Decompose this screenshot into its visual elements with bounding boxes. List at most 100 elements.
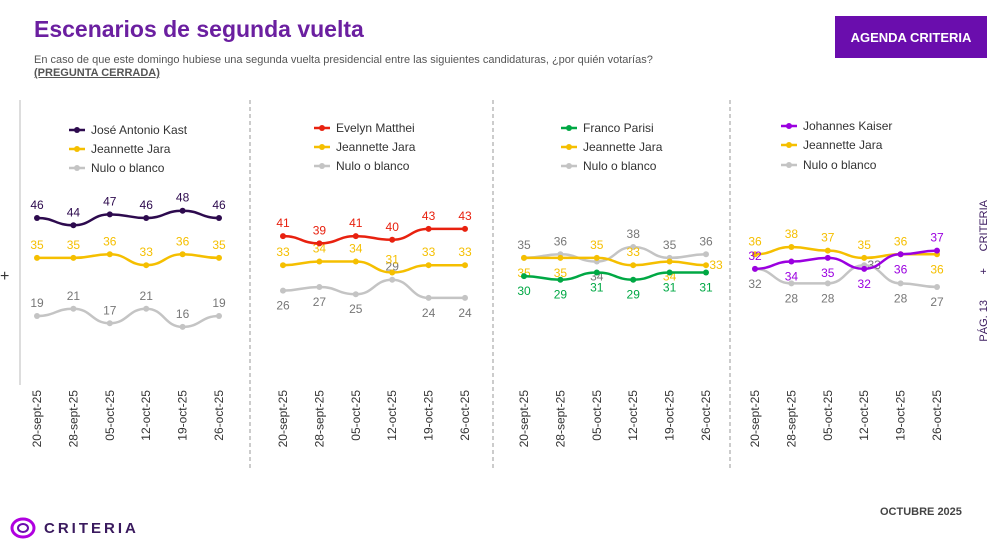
x-tick-label: 26-oct-25 bbox=[212, 390, 226, 441]
data-point bbox=[861, 265, 868, 272]
data-point bbox=[824, 280, 831, 287]
x-tick-label: 05-oct-25 bbox=[821, 390, 835, 441]
data-point bbox=[143, 305, 150, 312]
data-label: 17 bbox=[103, 303, 117, 317]
data-label: 26 bbox=[276, 299, 290, 313]
data-point bbox=[216, 215, 222, 221]
data-label: 24 bbox=[422, 306, 436, 320]
x-tick-label: 05-oct-25 bbox=[349, 390, 363, 441]
x-tick-label: 19-oct-25 bbox=[894, 390, 908, 441]
data-label: 41 bbox=[276, 216, 290, 230]
data-label: 41 bbox=[349, 216, 363, 230]
legend-marker bbox=[566, 144, 572, 150]
data-label: 31 bbox=[590, 280, 604, 294]
criteria-logo: CRITERIA bbox=[10, 517, 139, 539]
legend-label: Jeannette Jara bbox=[583, 140, 663, 154]
x-tick-label: 28-sept-25 bbox=[312, 390, 326, 448]
data-point bbox=[106, 251, 113, 258]
data-point bbox=[462, 294, 468, 301]
data-point bbox=[788, 258, 795, 265]
legend-label: José Antonio Kast bbox=[91, 123, 188, 137]
x-tick-label: 26-oct-25 bbox=[930, 390, 944, 441]
data-point bbox=[280, 233, 286, 240]
data-label: 21 bbox=[67, 289, 81, 303]
data-point bbox=[70, 305, 77, 312]
data-point bbox=[703, 269, 709, 276]
data-label: 48 bbox=[176, 191, 190, 205]
series-line bbox=[282, 260, 466, 274]
data-point bbox=[70, 254, 77, 261]
legend-label: Nulo o blanco bbox=[583, 159, 657, 173]
x-tick-label: 28-sept-25 bbox=[553, 390, 567, 448]
data-point bbox=[703, 251, 709, 258]
data-point bbox=[703, 262, 709, 269]
data-label: 19 bbox=[212, 296, 226, 310]
data-point bbox=[179, 207, 186, 214]
data-point bbox=[143, 262, 150, 269]
data-point bbox=[389, 269, 396, 276]
legend-label: Johannes Kaiser bbox=[803, 119, 892, 133]
data-label: 35 bbox=[517, 238, 531, 252]
legend-marker bbox=[319, 163, 325, 169]
data-point bbox=[934, 247, 940, 254]
data-label: 37 bbox=[821, 231, 835, 245]
x-tick-label: 12-oct-25 bbox=[139, 390, 153, 441]
data-point bbox=[216, 254, 222, 261]
data-label: 32 bbox=[748, 249, 762, 263]
data-label: 29 bbox=[554, 288, 568, 302]
legend-label: Nulo o blanco bbox=[803, 158, 877, 172]
data-label: 40 bbox=[386, 220, 400, 234]
data-point bbox=[34, 254, 40, 261]
data-point bbox=[216, 313, 222, 320]
agenda-criteria-button[interactable]: AGENDA CRITERIA bbox=[835, 16, 987, 58]
data-label: 30 bbox=[517, 284, 531, 298]
data-label: 35 bbox=[663, 238, 677, 252]
data-label: 31 bbox=[699, 280, 713, 294]
x-tick-label: 20-sept-25 bbox=[517, 390, 531, 448]
data-point bbox=[316, 240, 323, 247]
legend-label: Franco Parisi bbox=[583, 121, 654, 135]
logo-text: CRITERIA bbox=[44, 519, 139, 537]
data-label: 28 bbox=[894, 291, 908, 305]
data-point bbox=[143, 215, 150, 221]
legend-label: Nulo o blanco bbox=[336, 159, 410, 173]
data-label: 31 bbox=[386, 252, 400, 266]
data-point bbox=[824, 254, 831, 261]
data-point bbox=[788, 280, 795, 287]
data-label: 27 bbox=[313, 295, 327, 309]
data-label: 35 bbox=[67, 238, 81, 252]
data-point bbox=[593, 254, 600, 261]
legend-marker bbox=[566, 163, 572, 169]
data-point bbox=[557, 276, 564, 283]
data-point bbox=[593, 269, 600, 276]
data-point bbox=[788, 244, 795, 251]
data-label: 44 bbox=[67, 205, 81, 219]
x-tick-label: 20-sept-25 bbox=[276, 390, 290, 448]
data-point bbox=[824, 247, 831, 254]
data-label: 32 bbox=[858, 277, 872, 291]
data-label: 24 bbox=[458, 306, 472, 320]
legend-label: Evelyn Matthei bbox=[336, 121, 415, 135]
data-label: 37 bbox=[930, 231, 944, 245]
data-point bbox=[666, 258, 673, 265]
legend-marker bbox=[786, 123, 792, 129]
data-point bbox=[752, 251, 758, 258]
data-point bbox=[462, 225, 468, 232]
data-label: 29 bbox=[386, 260, 400, 274]
data-label: 28 bbox=[821, 291, 835, 305]
page-title: Escenarios de segunda vuelta bbox=[34, 16, 364, 42]
data-label: 38 bbox=[785, 227, 799, 241]
x-tick-label: 12-oct-25 bbox=[626, 390, 640, 441]
data-point bbox=[861, 254, 868, 261]
series-line bbox=[36, 209, 220, 227]
data-point bbox=[34, 215, 40, 221]
data-point bbox=[934, 283, 940, 290]
data-label: 21 bbox=[140, 289, 154, 303]
data-label: 35 bbox=[30, 238, 44, 252]
x-tick-label: 05-oct-25 bbox=[590, 390, 604, 441]
data-point bbox=[179, 323, 186, 330]
data-point bbox=[389, 236, 396, 243]
data-label: 33 bbox=[627, 245, 641, 259]
data-point bbox=[897, 251, 904, 258]
